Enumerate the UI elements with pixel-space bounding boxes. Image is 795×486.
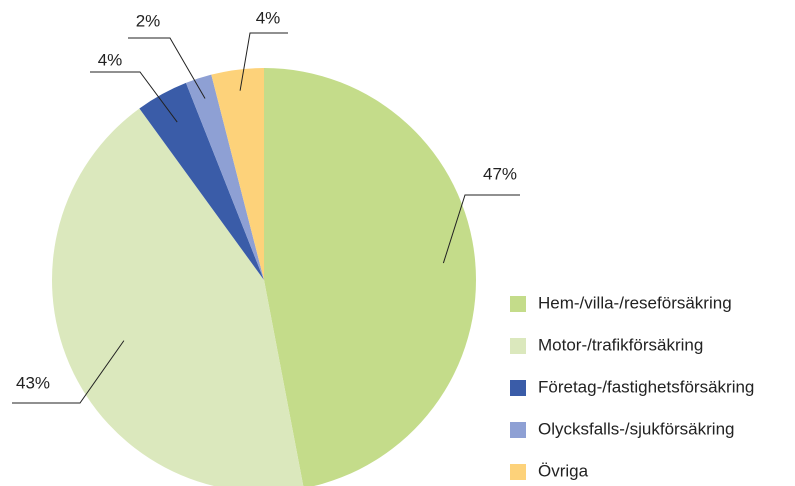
pie-slice: [264, 68, 476, 486]
pie-slice: [139, 82, 264, 280]
data-label: 4%: [256, 8, 281, 27]
pie-slice: [52, 108, 304, 486]
pie-slice: [185, 74, 264, 280]
pie-slice: [211, 68, 264, 280]
leader-line: [128, 37, 206, 99]
legend-swatch: [510, 380, 526, 396]
leader-line: [239, 32, 288, 91]
legend-label: Företag-/fastighetsförsäkring: [538, 377, 754, 396]
legend-swatch: [510, 422, 526, 438]
data-label: 2%: [136, 11, 161, 30]
leader-line: [442, 194, 520, 264]
legend-swatch: [510, 464, 526, 480]
legend-label: Motor-/trafikförsäkring: [538, 335, 703, 354]
legend-label: Övriga: [538, 461, 589, 480]
leader-line: [90, 71, 178, 123]
legend-swatch: [510, 296, 526, 312]
data-label: 43%: [16, 373, 50, 392]
legend-swatch: [510, 338, 526, 354]
data-label: 4%: [98, 50, 123, 69]
legend-label: Olycksfalls-/sjukförsäkring: [538, 419, 735, 438]
leader-line: [12, 340, 125, 404]
legend-label: Hem-/villa-/reseförsäkring: [538, 293, 732, 312]
data-label: 47%: [483, 164, 517, 183]
